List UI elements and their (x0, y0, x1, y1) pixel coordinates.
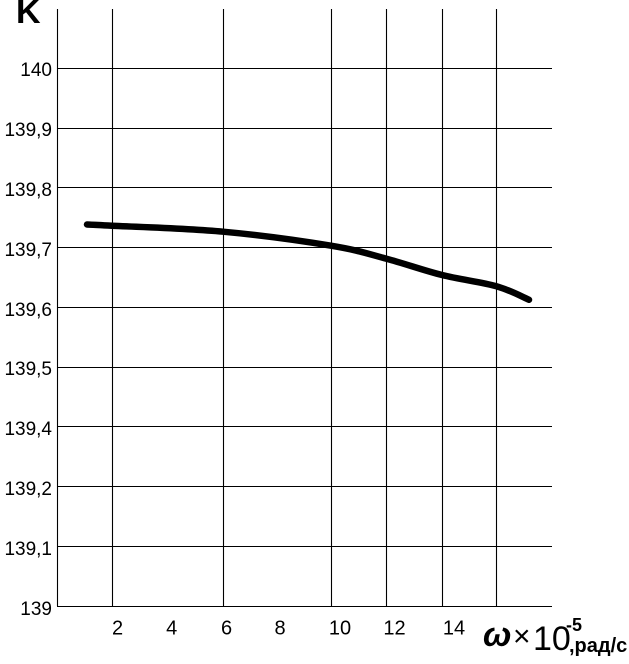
svg-text:K: K (16, 0, 41, 31)
svg-text:14: 14 (443, 618, 465, 640)
svg-text:139,2: 139,2 (4, 479, 52, 500)
svg-text:6: 6 (221, 618, 232, 640)
svg-text:4: 4 (166, 618, 177, 640)
svg-text:139,6: 139,6 (4, 300, 52, 321)
svg-text:8: 8 (274, 618, 285, 640)
svg-text:139,5: 139,5 (4, 359, 52, 380)
svg-text:139,4: 139,4 (4, 419, 52, 440)
svg-text:10: 10 (329, 618, 351, 640)
svg-text:,рад/с: ,рад/с (569, 635, 627, 657)
svg-text:ω: ω (483, 616, 511, 654)
svg-text:139: 139 (20, 599, 52, 620)
svg-text:12: 12 (383, 618, 405, 640)
svg-text:2: 2 (112, 618, 123, 640)
svg-text:×: × (513, 620, 531, 653)
svg-text:-5: -5 (566, 615, 582, 635)
svg-text:139,8: 139,8 (4, 180, 52, 201)
svg-text:140: 140 (20, 60, 52, 81)
svg-text:139,7: 139,7 (4, 240, 52, 261)
svg-text:139,9: 139,9 (4, 120, 52, 141)
svg-text:139,1: 139,1 (4, 539, 52, 560)
